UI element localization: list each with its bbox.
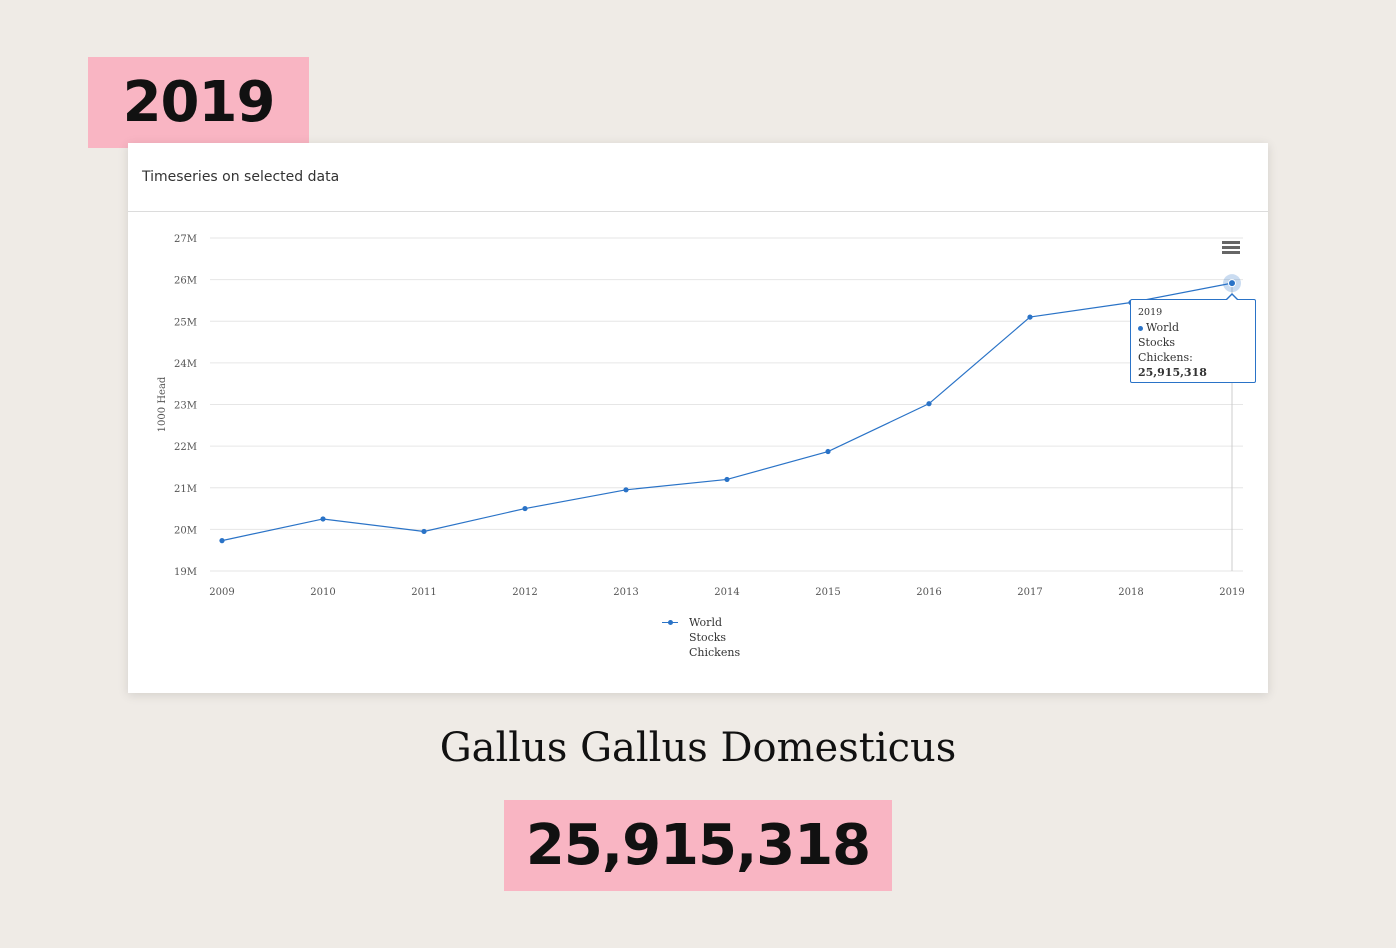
y-axis-title: 1000 Head <box>157 376 168 432</box>
tooltip-series-name: World <box>1146 321 1179 334</box>
tooltip-year: 2019 <box>1138 307 1163 318</box>
x-tick-label: 2019 <box>1219 587 1244 598</box>
x-tick-label: 2011 <box>411 587 436 598</box>
legend-label: World Stocks Chickens <box>689 615 749 660</box>
x-tick-label: 2009 <box>209 587 234 598</box>
series-line <box>221 282 1233 542</box>
x-tick-label: 2017 <box>1017 587 1042 598</box>
chart-card: Timeseries on selected data 19M 20M 21M 22M… <box>128 143 1268 693</box>
x-tick-label: 2015 <box>815 587 840 598</box>
data-point <box>522 505 528 512</box>
data-point <box>1027 314 1033 320</box>
data-point <box>926 401 932 407</box>
tooltip-line2: Stocks <box>1138 336 1176 349</box>
y-tick-label: 20M <box>174 525 197 536</box>
data-point <box>724 476 730 483</box>
x-tick-label: 2013 <box>613 587 638 598</box>
series-dot-icon <box>1138 325 1143 331</box>
data-point-highlighted <box>1228 279 1236 288</box>
tooltip-value: 25,915,318 <box>1138 366 1207 379</box>
data-point <box>421 528 427 535</box>
value-badge: 25,915,318 <box>504 800 892 891</box>
x-tick-label: 2018 <box>1118 587 1143 598</box>
legend-label-line-2: Stocks <box>689 631 727 644</box>
y-tick-label: 27M <box>174 234 197 245</box>
legend-line-marker-icon <box>662 615 680 629</box>
card-title: Timeseries on selected data <box>142 169 340 185</box>
x-tick-label: 2010 <box>310 587 335 598</box>
data-point <box>825 448 831 455</box>
hamburger-menu-icon[interactable] <box>1222 241 1240 257</box>
tooltip-line3-prefix: Chickens: <box>1138 351 1193 364</box>
y-tick-label: 23M <box>174 401 197 412</box>
x-tick-label: 2012 <box>512 587 537 598</box>
y-tick-label: 22M <box>174 442 197 453</box>
data-point <box>623 487 629 493</box>
y-tick-label: 25M <box>174 317 197 328</box>
x-tick-label: 2016 <box>916 587 941 598</box>
y-tick-label: 21M <box>174 484 197 495</box>
y-tick-label: 24M <box>174 359 197 370</box>
legend-item-world-stocks-chickens[interactable]: World Stocks Chickens <box>662 615 749 660</box>
legend-label-line-3: Chickens <box>689 646 741 659</box>
timeseries-chart: 19M 20M 21M 22M 23M 24M 25M 26M 27M 1000 Head 2009… <box>157 234 1245 598</box>
legend-label-line-1: World <box>689 616 722 629</box>
x-tick-label: 2014 <box>714 587 739 598</box>
y-tick-label: 26M <box>174 276 197 287</box>
y-tick-label: 19M <box>174 567 197 578</box>
data-tooltip: 2019 World Stocks Chickens: 25,915,318 <box>1130 293 1256 383</box>
card-header: Timeseries on selected data <box>128 143 1268 212</box>
data-point <box>219 538 225 544</box>
data-point <box>320 516 326 522</box>
species-name: Gallus Gallus Domesticus <box>439 725 957 771</box>
year-badge: 2019 <box>88 57 309 148</box>
